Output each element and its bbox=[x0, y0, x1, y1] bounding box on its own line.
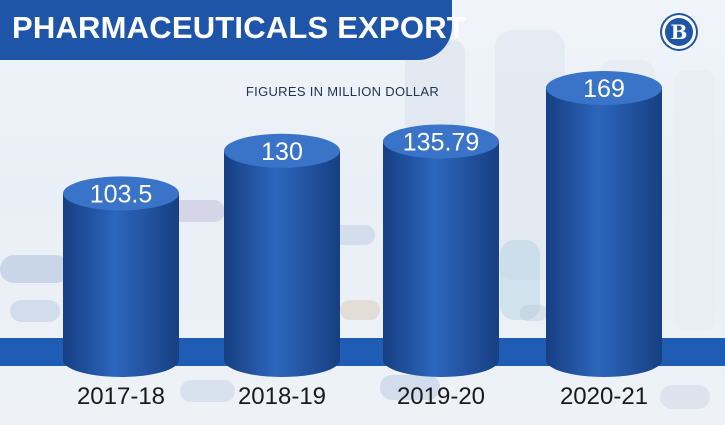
value-label: 169 bbox=[583, 75, 625, 103]
bar-2020-21 bbox=[546, 88, 662, 377]
bar-2019-20 bbox=[383, 141, 499, 377]
brand-logo: B bbox=[662, 15, 696, 49]
bar-2017-18 bbox=[63, 193, 179, 377]
chart-title: PHARMACEUTICALS EXPORT bbox=[12, 10, 466, 45]
chart-subtitle: FIGURES IN MILLION DOLLAR bbox=[245, 84, 440, 99]
bar-top-2018-19 bbox=[224, 133, 340, 168]
category-label: 2019-20 bbox=[397, 383, 485, 410]
value-label: 135.79 bbox=[403, 128, 479, 156]
bar-2018-19 bbox=[224, 150, 340, 377]
category-label: 2017-18 bbox=[77, 383, 165, 410]
category-label: 2018-19 bbox=[238, 383, 326, 410]
bar-top-2019-20 bbox=[383, 124, 499, 159]
bars-group: 103.5 2017-18 130 2018-19 135.79 2019-20 169 20… bbox=[63, 71, 662, 410]
bar-top-2017-18 bbox=[63, 176, 179, 211]
value-label: 130 bbox=[261, 138, 303, 166]
title-banner: PHARMACEUTICALS EXPORT bbox=[0, 0, 466, 60]
category-label: 2020-21 bbox=[560, 383, 648, 410]
bar-top-2020-21 bbox=[546, 71, 662, 105]
logo-letter: B bbox=[670, 20, 688, 44]
value-label: 103.5 bbox=[90, 180, 153, 208]
